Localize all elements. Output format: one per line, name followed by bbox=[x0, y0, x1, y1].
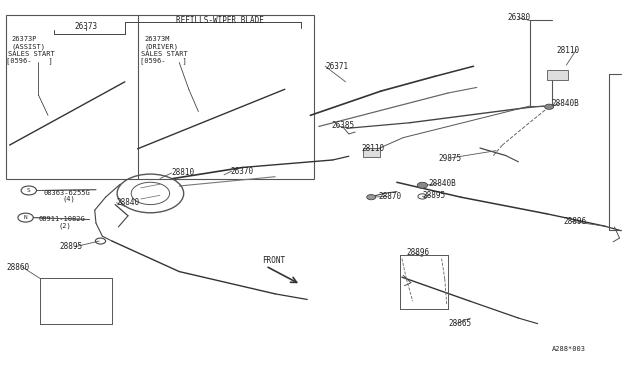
Text: FRONT: FRONT bbox=[262, 256, 285, 265]
FancyBboxPatch shape bbox=[547, 70, 568, 80]
Text: 26373: 26373 bbox=[75, 22, 98, 31]
FancyBboxPatch shape bbox=[363, 148, 380, 157]
Text: 28870: 28870 bbox=[379, 192, 402, 201]
Text: (2): (2) bbox=[59, 222, 72, 229]
Text: 28840: 28840 bbox=[116, 198, 140, 207]
Text: 08911-1082G: 08911-1082G bbox=[38, 217, 85, 222]
Text: 28110: 28110 bbox=[557, 46, 580, 55]
Text: A288*003: A288*003 bbox=[552, 346, 586, 352]
Text: 26380: 26380 bbox=[508, 13, 531, 22]
Text: S: S bbox=[27, 188, 31, 193]
Text: (ASSIST): (ASSIST) bbox=[12, 43, 45, 50]
Text: SALES START: SALES START bbox=[141, 51, 188, 57]
Text: 28865: 28865 bbox=[448, 319, 471, 328]
Text: [0596-    ]: [0596- ] bbox=[140, 57, 186, 64]
Circle shape bbox=[545, 104, 554, 109]
Circle shape bbox=[417, 182, 428, 188]
Text: REFILLS-WIPER BLADE: REFILLS-WIPER BLADE bbox=[176, 16, 264, 25]
Text: 26385: 26385 bbox=[332, 121, 355, 130]
Text: SALES START: SALES START bbox=[8, 51, 54, 57]
Text: 26373P: 26373P bbox=[12, 36, 37, 42]
Text: 28110: 28110 bbox=[362, 144, 385, 153]
Text: 29875: 29875 bbox=[438, 154, 461, 163]
Text: 28895: 28895 bbox=[60, 242, 83, 251]
Text: 28896: 28896 bbox=[406, 248, 429, 257]
Text: 26371: 26371 bbox=[325, 62, 348, 71]
Text: (DRIVER): (DRIVER) bbox=[144, 43, 178, 50]
Text: 28896: 28896 bbox=[563, 217, 586, 226]
Text: 28810: 28810 bbox=[172, 169, 195, 177]
Text: 28860: 28860 bbox=[6, 263, 29, 272]
Text: 26370: 26370 bbox=[230, 167, 253, 176]
Text: 08363-6255G: 08363-6255G bbox=[44, 190, 90, 196]
Text: 28895: 28895 bbox=[422, 191, 445, 200]
Text: 28840B: 28840B bbox=[429, 179, 456, 188]
Text: 26373M: 26373M bbox=[144, 36, 170, 42]
Text: 28840B: 28840B bbox=[552, 99, 579, 108]
Circle shape bbox=[367, 195, 376, 200]
Text: (4): (4) bbox=[63, 196, 76, 202]
Bar bbox=[6, 15, 314, 179]
Text: [0596-    ]: [0596- ] bbox=[6, 57, 53, 64]
Text: N: N bbox=[24, 215, 28, 220]
